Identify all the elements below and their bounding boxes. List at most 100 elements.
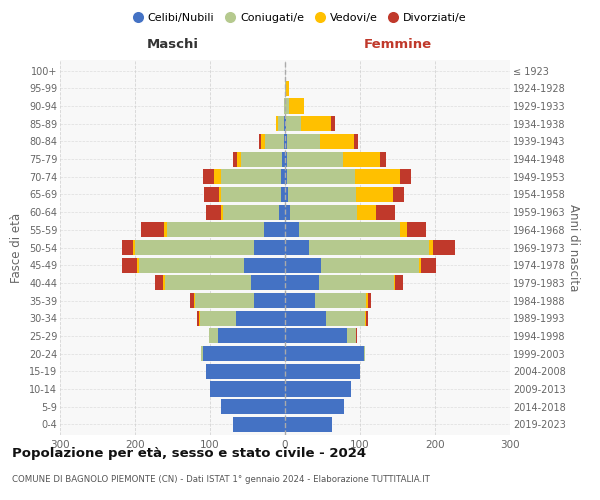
Bar <box>233 417 285 432</box>
Y-axis label: Anni di nascita: Anni di nascita <box>566 204 580 291</box>
Bar <box>284 98 285 114</box>
Bar <box>265 134 284 149</box>
Bar <box>367 293 371 308</box>
Bar <box>264 222 285 238</box>
Bar <box>223 204 279 220</box>
Bar <box>400 169 411 184</box>
Bar <box>197 310 199 326</box>
Bar <box>254 293 285 308</box>
Text: Maschi: Maschi <box>146 38 199 51</box>
Bar <box>236 310 285 326</box>
Bar <box>355 328 357 344</box>
Bar <box>419 258 421 272</box>
Bar <box>326 310 365 326</box>
Bar <box>259 134 261 149</box>
Bar <box>285 258 321 272</box>
Text: COMUNE DI BAGNOLO PIEMONTE (CN) - Dati ISTAT 1° gennaio 2024 - Elaborazione TUTT: COMUNE DI BAGNOLO PIEMONTE (CN) - Dati I… <box>12 476 430 484</box>
Bar <box>237 152 241 166</box>
Bar <box>201 346 203 361</box>
Bar <box>285 399 343 414</box>
Bar <box>287 134 320 149</box>
Bar <box>251 276 285 290</box>
Bar <box>321 258 419 272</box>
Bar <box>279 204 285 220</box>
Bar <box>357 204 376 220</box>
Bar <box>355 169 400 184</box>
Bar <box>284 116 285 131</box>
Bar <box>285 276 319 290</box>
Bar <box>285 204 290 220</box>
Bar <box>163 276 165 290</box>
Bar <box>285 293 315 308</box>
Bar <box>137 258 139 272</box>
Bar <box>135 240 254 255</box>
Bar <box>205 204 221 220</box>
Bar <box>393 187 404 202</box>
Bar <box>343 152 380 166</box>
Bar <box>433 240 455 255</box>
Bar <box>287 152 343 166</box>
Bar <box>285 169 287 184</box>
Bar <box>331 116 335 131</box>
Bar <box>355 187 393 202</box>
Bar <box>285 152 287 166</box>
Bar <box>347 328 355 344</box>
Bar <box>133 240 135 255</box>
Bar <box>288 187 355 202</box>
Bar <box>193 293 195 308</box>
Bar <box>315 293 366 308</box>
Bar <box>284 134 285 149</box>
Bar <box>285 328 347 344</box>
Bar <box>199 310 200 326</box>
Bar <box>309 240 429 255</box>
Bar <box>163 222 167 238</box>
Bar <box>278 116 284 131</box>
Bar <box>286 116 301 131</box>
Bar <box>285 240 309 255</box>
Bar <box>121 240 133 255</box>
Bar <box>289 98 304 114</box>
Bar <box>210 382 285 396</box>
Bar <box>214 169 221 184</box>
Bar <box>290 204 357 220</box>
Bar <box>285 417 331 432</box>
Bar <box>366 293 367 308</box>
Text: Femmine: Femmine <box>364 38 431 51</box>
Bar <box>244 258 285 272</box>
Bar <box>285 116 286 131</box>
Bar <box>167 222 264 238</box>
Bar <box>206 364 285 379</box>
Bar <box>281 187 285 202</box>
Bar <box>203 169 214 184</box>
Bar <box>282 152 285 166</box>
Bar <box>301 116 331 131</box>
Y-axis label: Fasce di età: Fasce di età <box>10 212 23 282</box>
Bar <box>407 222 426 238</box>
Bar <box>261 134 265 149</box>
Bar <box>286 81 289 96</box>
Bar <box>287 169 355 184</box>
Bar <box>364 346 365 361</box>
Bar <box>376 204 395 220</box>
Bar <box>285 98 289 114</box>
Bar <box>200 310 236 326</box>
Bar <box>121 258 137 272</box>
Bar <box>299 222 400 238</box>
Bar <box>285 364 360 379</box>
Bar <box>400 222 407 238</box>
Bar <box>320 134 354 149</box>
Bar <box>254 240 285 255</box>
Bar <box>155 276 163 290</box>
Bar <box>281 169 285 184</box>
Bar <box>204 187 219 202</box>
Bar <box>233 152 237 166</box>
Bar <box>319 276 394 290</box>
Bar <box>195 293 254 308</box>
Bar <box>285 134 287 149</box>
Text: Popolazione per età, sesso e stato civile - 2024: Popolazione per età, sesso e stato civil… <box>12 448 366 460</box>
Bar <box>429 240 433 255</box>
Bar <box>285 187 288 202</box>
Bar <box>241 152 282 166</box>
Bar <box>218 328 285 344</box>
Bar <box>221 169 281 184</box>
